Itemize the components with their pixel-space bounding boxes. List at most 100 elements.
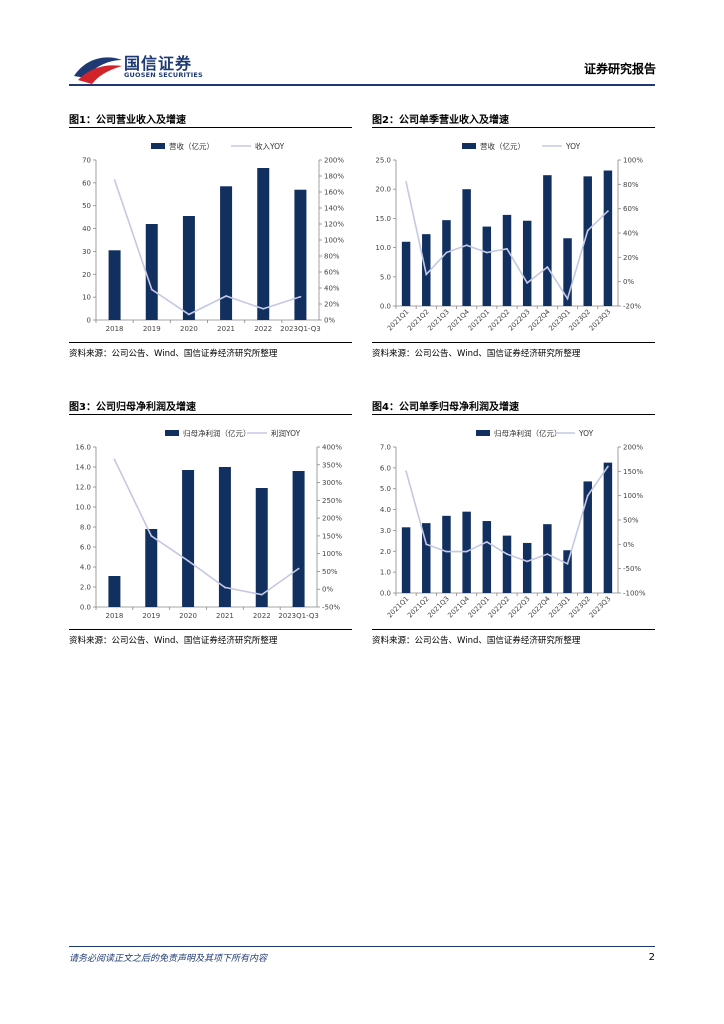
bar bbox=[522, 220, 532, 306]
left-tick-label: 0 bbox=[87, 317, 91, 325]
figure-4-chart: 归母净利润（亿元） YOY 0.0 1.0 2.0 3.0 4.0 5.0 6.0 7.0 -100… bbox=[380, 428, 646, 620]
bar bbox=[255, 488, 268, 607]
left-tick-label: 4.0 bbox=[380, 506, 391, 514]
x-tick-label: 2021 bbox=[216, 612, 234, 620]
right-tick-label: 100% bbox=[322, 550, 342, 558]
bar bbox=[442, 515, 451, 593]
bar bbox=[257, 168, 270, 320]
header-divider bbox=[69, 84, 655, 86]
yoy-line bbox=[113, 179, 301, 316]
yoy-point bbox=[150, 288, 153, 291]
x-tick-label: 2021 bbox=[217, 325, 235, 333]
figure-3-bottom-rule bbox=[69, 629, 352, 630]
yoy-point bbox=[445, 550, 448, 553]
bar bbox=[603, 170, 613, 306]
legend-bar-label: 归母净利润（亿元） bbox=[183, 428, 251, 438]
figure-3-title: 图3：公司归母净利润及增速 bbox=[69, 402, 196, 413]
x-tick-label: 2020 bbox=[180, 325, 198, 333]
legend-bar-swatch bbox=[476, 430, 490, 436]
left-tick-label: 20 bbox=[82, 271, 91, 279]
yoy-point bbox=[586, 494, 589, 497]
bar bbox=[543, 524, 552, 593]
legend-bar-swatch bbox=[165, 430, 179, 436]
right-tick-label: 20% bbox=[324, 301, 340, 309]
bar bbox=[583, 481, 592, 593]
x-tick-label: 2018 bbox=[106, 612, 124, 620]
right-tick-label: 0% bbox=[322, 586, 333, 594]
bar bbox=[522, 542, 532, 593]
x-tick-label: 2022 bbox=[253, 612, 271, 620]
yoy-point bbox=[260, 593, 263, 596]
yoy-point bbox=[187, 559, 189, 562]
report-type-label: 证券研究报告 bbox=[583, 62, 656, 76]
yoy-point bbox=[506, 553, 508, 555]
legend-line-label: 收入YOY bbox=[255, 141, 285, 151]
bar bbox=[294, 189, 307, 320]
right-tick-label: 0% bbox=[623, 278, 634, 286]
yoy-point bbox=[607, 210, 609, 212]
right-tick-label: 400% bbox=[322, 444, 342, 452]
right-tick-label: -50% bbox=[322, 604, 340, 612]
right-tick-label: 0% bbox=[324, 317, 335, 325]
left-tick-label: 60 bbox=[82, 179, 91, 187]
x-tick-label: 2023Q3 bbox=[588, 308, 613, 333]
yoy-point bbox=[425, 543, 428, 546]
yoy-point bbox=[566, 562, 569, 565]
right-tick-label: 60% bbox=[324, 269, 340, 277]
right-tick-label: 180% bbox=[324, 173, 344, 181]
x-tick-label: 2022 bbox=[254, 325, 272, 333]
yoy-point bbox=[150, 534, 153, 537]
right-tick-label: 150% bbox=[623, 468, 643, 476]
figure-4-bottom-rule bbox=[372, 629, 655, 630]
x-tick-label: 2023Q1-Q3 bbox=[278, 612, 319, 620]
right-tick-label: 300% bbox=[322, 479, 342, 487]
bar bbox=[108, 250, 121, 320]
bar bbox=[563, 238, 572, 306]
right-tick-label: 120% bbox=[324, 221, 344, 229]
bar bbox=[482, 226, 492, 306]
yoy-point bbox=[465, 244, 468, 247]
figure-3-source: 资料来源：公司公告、Wind、国信证券经济研究所整理 bbox=[69, 636, 278, 646]
bar bbox=[543, 175, 552, 306]
yoy-point bbox=[546, 266, 549, 268]
figure-2-chart: 营收（亿元） YOY 0.0 5.0 10.0 15.0 20.0 25.0 -20% 0% 20%… bbox=[375, 141, 643, 333]
figure-1-top-rule bbox=[69, 127, 352, 128]
figure-2-bottom-rule bbox=[372, 342, 655, 343]
bar bbox=[218, 467, 231, 607]
yoy-point bbox=[299, 295, 302, 298]
yoy-point bbox=[405, 181, 407, 183]
bar bbox=[182, 470, 195, 607]
logo-english-name: GUOSEN SECURITIES bbox=[124, 71, 203, 79]
bar bbox=[583, 176, 592, 306]
figure-4-top-rule bbox=[372, 414, 655, 415]
bar bbox=[502, 214, 512, 306]
yoy-point bbox=[586, 229, 589, 232]
x-tick-label: 2023Q3 bbox=[588, 595, 613, 620]
figure-1-source: 资料来源：公司公告、Wind、国信证券经济研究所整理 bbox=[69, 349, 278, 359]
page-number: 2 bbox=[648, 952, 655, 963]
right-tick-label: 0% bbox=[623, 541, 634, 549]
guosen-logo-icon bbox=[74, 57, 122, 84]
right-tick-label: 250% bbox=[322, 497, 342, 505]
figure-2-top-rule bbox=[372, 127, 655, 128]
left-tick-label: 50 bbox=[82, 202, 91, 210]
right-tick-label: 100% bbox=[623, 157, 643, 165]
left-tick-label: 30 bbox=[82, 248, 91, 256]
left-tick-label: 0.0 bbox=[380, 590, 391, 598]
bar bbox=[442, 220, 451, 306]
bar bbox=[145, 529, 158, 607]
left-tick-label: 5.0 bbox=[380, 273, 391, 281]
right-tick-label: 150% bbox=[322, 532, 342, 540]
figure-3-top-rule bbox=[69, 414, 352, 415]
left-tick-label: 10.0 bbox=[75, 504, 91, 512]
right-tick-label: 50% bbox=[322, 568, 338, 576]
right-tick-label: 60% bbox=[623, 205, 639, 213]
legend-bar-label: 归母净利润（亿元） bbox=[494, 428, 562, 438]
x-tick-label: 2020 bbox=[179, 612, 197, 620]
right-tick-label: 140% bbox=[324, 205, 344, 213]
right-tick-label: 160% bbox=[324, 189, 344, 197]
yoy-point bbox=[566, 297, 569, 300]
left-tick-label: 6.0 bbox=[80, 544, 91, 552]
right-tick-label: -100% bbox=[623, 590, 646, 598]
right-tick-label: -20% bbox=[623, 303, 641, 311]
